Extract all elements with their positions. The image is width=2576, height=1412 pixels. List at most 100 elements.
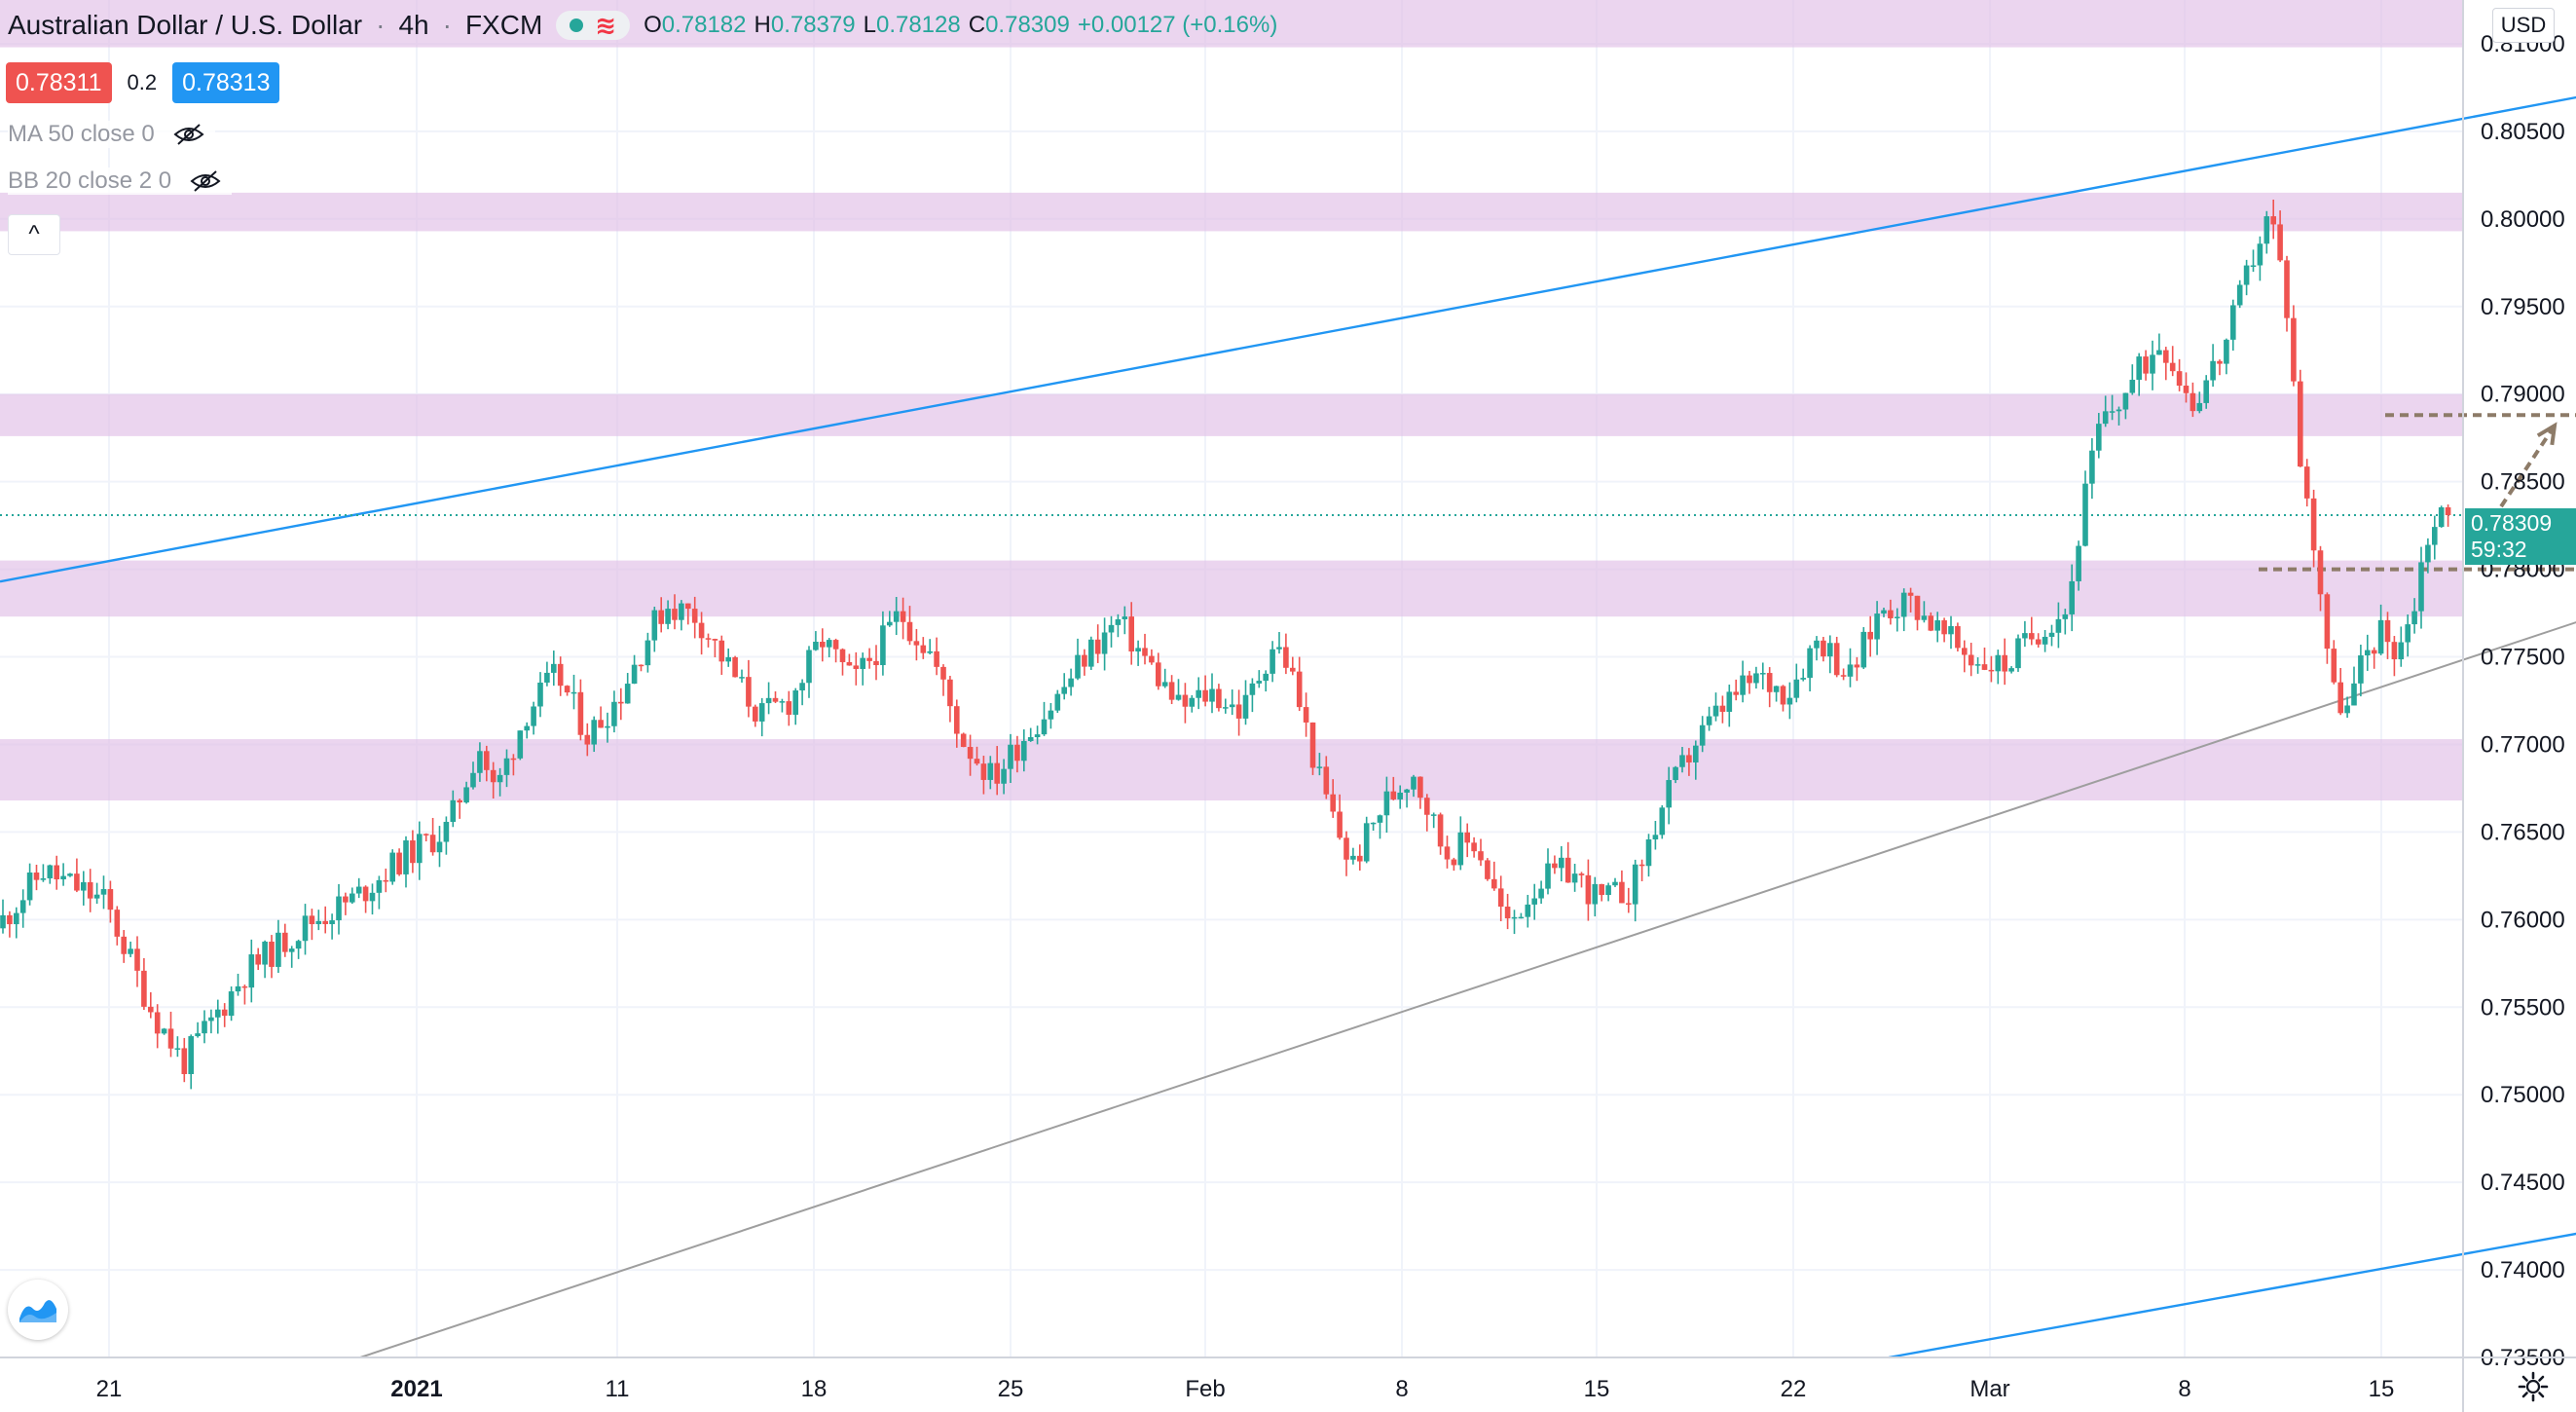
candle-body — [417, 834, 423, 864]
candle-body — [436, 841, 443, 853]
candle — [389, 849, 395, 885]
candle-body — [2203, 380, 2209, 403]
candle — [1914, 595, 1921, 631]
candle — [2176, 358, 2183, 391]
candle — [262, 940, 268, 979]
candle-body — [954, 706, 960, 734]
candle — [1471, 836, 1477, 858]
zone-layer — [0, 0, 2463, 801]
candle — [584, 723, 591, 757]
candle — [537, 672, 543, 718]
candle — [1478, 838, 1484, 867]
candle — [1766, 667, 1773, 708]
interval-label[interactable]: 4h — [398, 10, 429, 40]
candle-body — [1719, 705, 1726, 712]
candle — [1128, 602, 1134, 665]
candle-body — [1209, 688, 1215, 702]
currency-badge[interactable]: USD — [2492, 8, 2555, 43]
candle — [276, 919, 281, 973]
candle — [920, 637, 927, 659]
candle — [718, 635, 725, 676]
candle — [2210, 344, 2216, 388]
candle — [880, 611, 886, 676]
candle-body — [215, 1009, 221, 1018]
chart-settings-button[interactable] — [2516, 1369, 2551, 1404]
buy-button[interactable]: 0.78313 — [172, 62, 280, 103]
tradingview-logo-button[interactable] — [8, 1280, 68, 1340]
candle-body — [19, 900, 26, 913]
indicator-bb[interactable]: BB 20 close 2 0 — [8, 167, 233, 195]
candle — [1753, 666, 1759, 689]
candle-body — [1377, 815, 1383, 823]
candle-body — [2270, 216, 2276, 225]
candle — [644, 632, 651, 673]
candle — [1115, 613, 1122, 638]
candle — [93, 882, 100, 905]
candle-body — [93, 894, 100, 899]
candle-body — [1363, 823, 1370, 862]
separator: · — [376, 10, 386, 40]
candle-body — [383, 879, 389, 882]
candle-body — [1478, 851, 1484, 861]
candle-body — [940, 666, 946, 680]
indicator-ma[interactable]: MA 50 close 0 — [8, 121, 215, 148]
candle — [2183, 372, 2190, 403]
collapse-legend-button[interactable]: ^ — [8, 214, 60, 255]
candle-body — [1054, 693, 1061, 711]
candle-body — [2405, 624, 2410, 643]
candle — [1444, 836, 1451, 869]
y-tick-label: 0.79000 — [2481, 382, 2565, 408]
x-tick-label: Mar — [1969, 1376, 2009, 1402]
candle — [987, 756, 994, 790]
candle — [598, 706, 604, 728]
candle — [974, 746, 980, 766]
candle-body — [1821, 640, 1826, 657]
candle — [1256, 670, 1263, 688]
candle-body — [510, 758, 517, 761]
candle-body — [2358, 655, 2364, 684]
candle-body — [1108, 624, 1115, 633]
candle-body — [1061, 687, 1067, 694]
candle-body — [208, 1017, 214, 1022]
symbol-title[interactable]: Australian Dollar / U.S. Dollar — [8, 10, 363, 40]
wave-icon: ≋ — [595, 11, 617, 40]
candle — [329, 913, 335, 940]
candle-body — [484, 751, 490, 770]
candle — [19, 889, 26, 928]
candle-body — [1303, 707, 1309, 723]
eye-off-icon[interactable] — [172, 123, 205, 146]
candle — [826, 638, 832, 658]
sell-button[interactable]: 0.78311 — [6, 62, 112, 103]
candle-body — [934, 650, 939, 667]
candle-body — [1638, 864, 1645, 867]
candle — [181, 1037, 188, 1083]
candle — [1545, 848, 1551, 895]
candle — [450, 790, 457, 828]
eye-off-icon[interactable] — [189, 169, 222, 193]
candle-body — [2230, 305, 2236, 340]
candle-body — [1632, 864, 1638, 905]
candle-body — [1235, 704, 1242, 719]
candle-body — [221, 1009, 228, 1017]
candle — [691, 596, 698, 639]
candle — [1934, 612, 1940, 643]
candle — [846, 653, 853, 666]
candle — [1168, 675, 1175, 705]
candle — [1027, 727, 1034, 742]
candle — [765, 682, 772, 715]
candle — [980, 756, 987, 795]
candle-body — [1605, 885, 1611, 896]
candle-body — [927, 650, 933, 653]
status-pill[interactable]: ≋ — [556, 11, 631, 40]
candle-body — [1666, 780, 1672, 808]
y-tick-label: 0.78500 — [2481, 469, 2565, 496]
ascending-trend-line — [359, 621, 2576, 1358]
candle-body — [1504, 907, 1511, 919]
candle-body — [537, 682, 543, 707]
candle-body — [2377, 619, 2384, 654]
candle — [2425, 538, 2431, 574]
candle — [1638, 859, 1645, 881]
y-tick-label: 0.79500 — [2481, 294, 2565, 320]
